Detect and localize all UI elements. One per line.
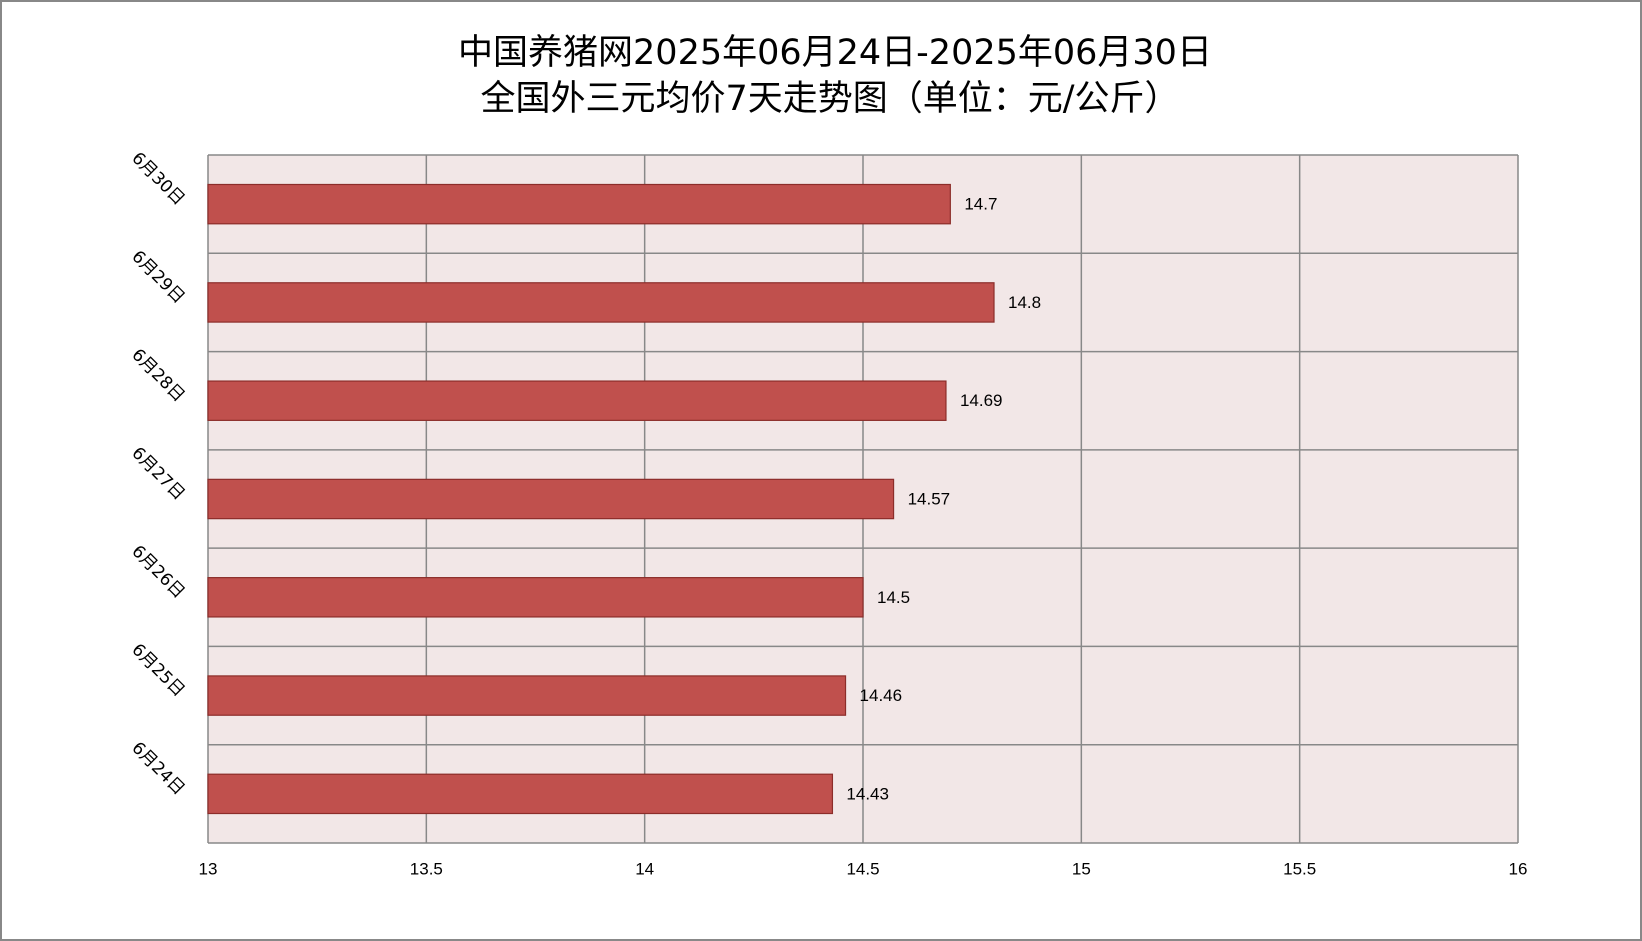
x-tick-label: 16	[1509, 859, 1528, 878]
x-tick-label: 13.5	[410, 859, 443, 878]
x-tick-label: 15	[1072, 859, 1091, 878]
bar	[207, 282, 995, 323]
bar	[207, 478, 895, 520]
bar	[207, 773, 834, 815]
chart-title: 中国养猪网2025年06月24日-2025年06月30日	[458, 33, 1212, 73]
data-label: 14.5	[877, 588, 910, 607]
chart-title: 全国外三元均价7天走势图（单位：元/公斤）	[480, 79, 1179, 119]
data-label: 14.69	[960, 391, 1003, 410]
x-tick-label: 15.5	[1283, 859, 1316, 878]
data-label: 14.46	[860, 686, 903, 705]
bar	[207, 577, 864, 618]
x-tick-label: 13	[199, 859, 218, 878]
x-tick-label: 14.5	[846, 859, 879, 878]
data-label: 14.7	[964, 195, 997, 214]
data-label: 14.8	[1008, 293, 1041, 312]
data-label: 14.43	[846, 784, 889, 803]
bar	[207, 183, 951, 225]
x-tick-label: 14	[635, 859, 654, 878]
bar	[207, 675, 847, 716]
data-label: 14.57	[908, 489, 951, 508]
bar	[207, 380, 947, 421]
